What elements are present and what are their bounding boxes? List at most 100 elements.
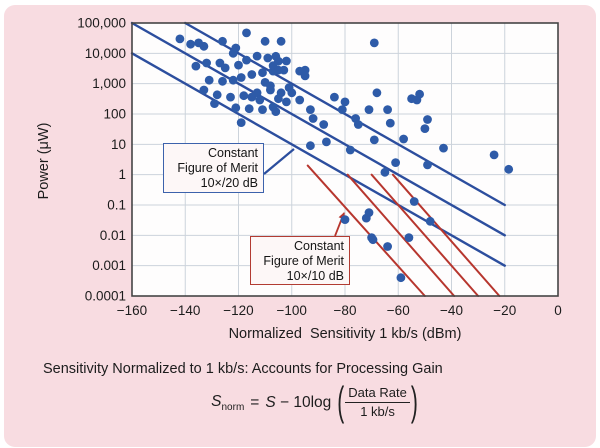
data-point <box>399 134 408 144</box>
data-point <box>425 216 435 226</box>
y-tick-label: 0.01 <box>100 228 126 243</box>
data-point <box>306 141 315 151</box>
close-paren: ) <box>410 380 418 425</box>
data-point <box>439 143 448 153</box>
open-paren: ( <box>337 380 345 425</box>
data-point <box>236 73 246 82</box>
data-point <box>194 38 204 48</box>
data-point <box>202 58 212 68</box>
data-point <box>218 76 227 86</box>
y-tick-label: 0.1 <box>107 198 126 213</box>
data-point <box>504 164 514 174</box>
data-point <box>274 94 283 104</box>
data-point <box>271 107 281 116</box>
data-point <box>274 65 283 75</box>
data-point <box>322 137 331 147</box>
data-point <box>300 71 310 81</box>
x-tick-label: −100 <box>277 303 307 318</box>
data-point <box>212 90 222 100</box>
data-point <box>330 92 339 102</box>
data-point <box>258 105 267 114</box>
x-tick-label: −60 <box>387 303 410 318</box>
x-tick-label: −80 <box>334 303 357 318</box>
data-point <box>391 158 400 168</box>
figure-caption: Sensitivity Normalized to 1 kb/s: Accoun… <box>43 361 443 377</box>
data-point <box>260 36 270 46</box>
normalization-formula: Snorm = S − 10log ( Data Rate 1 kb/s ) <box>30 382 600 423</box>
data-point <box>340 97 350 107</box>
data-point <box>228 75 238 85</box>
data-point <box>204 75 214 85</box>
data-point <box>255 95 265 105</box>
y-tick-label: 1,000 <box>92 76 126 91</box>
formula-fraction: Data Rate 1 kb/s <box>345 386 410 419</box>
formula-equals: = <box>250 393 260 411</box>
x-tick-label: −20 <box>493 303 516 318</box>
data-point <box>319 120 329 129</box>
data-point <box>210 99 219 108</box>
formula-lhs: S <box>211 392 222 410</box>
data-point <box>282 56 291 66</box>
data-point <box>220 63 230 73</box>
data-point <box>218 36 227 46</box>
x-tick-label: −40 <box>440 303 463 318</box>
x-tick-label: −140 <box>170 303 200 318</box>
y-tick-label: 1 <box>118 167 126 182</box>
data-point <box>385 118 395 128</box>
formula-rhs-variable: S <box>265 393 276 411</box>
y-tick-label: 10 <box>111 137 126 152</box>
formula-lhs-subscript: norm <box>221 401 245 413</box>
data-point <box>234 60 243 70</box>
data-point <box>263 53 273 63</box>
red-fom-lines <box>306 164 501 297</box>
data-point <box>345 145 355 155</box>
data-point <box>287 88 297 98</box>
data-point <box>383 242 392 251</box>
fraction-numerator: Data Rate <box>345 386 410 403</box>
red-fom-annotation-box: Constant Figure of Merit 10×/10 dB <box>250 236 350 285</box>
blue-fom-annotation-box: Constant Figure of Merit 10×/20 dB <box>163 143 264 193</box>
data-point <box>380 167 390 177</box>
annotation-line: Constant <box>207 146 258 160</box>
data-point <box>242 55 251 65</box>
data-point <box>258 68 267 78</box>
x-tick-label: −160 <box>117 303 147 318</box>
data-point <box>295 95 305 105</box>
data-point <box>369 135 379 145</box>
y-tick-label: 0.0001 <box>85 289 126 304</box>
annotation-line: Constant <box>293 239 344 253</box>
y-tick-label: 0.001 <box>92 258 126 273</box>
annotation-line: Figure of Merit <box>177 161 258 175</box>
data-point <box>236 118 246 127</box>
x-tick-label: 0 <box>554 303 562 318</box>
data-point <box>239 91 249 101</box>
data-point <box>423 115 432 124</box>
x-tick-labels: −160 −140 −120 −100 −80 −60 −40 −20 0 <box>117 303 562 318</box>
data-point <box>191 61 201 71</box>
data-point <box>271 51 281 61</box>
data-point <box>364 105 374 114</box>
data-point <box>199 85 209 95</box>
scatter-points <box>175 28 514 283</box>
y-tick-label: 10,000 <box>85 46 126 61</box>
y-tick-labels: 100,000 10,000 1,000 100 10 1 0.1 0.01 0.001 0.00… <box>77 16 126 304</box>
annotation-line: 10×/20 dB <box>200 176 258 190</box>
data-point <box>383 105 392 114</box>
y-axis-title: Power (μW) <box>36 122 52 200</box>
y-tick-label: 100,000 <box>77 16 126 31</box>
data-point <box>404 233 414 243</box>
data-point <box>244 104 254 114</box>
data-point <box>489 150 499 160</box>
data-point <box>242 28 251 38</box>
data-point <box>396 273 406 283</box>
data-point <box>231 43 241 53</box>
data-point <box>308 114 318 123</box>
plot-border <box>131 22 559 297</box>
blue-box-connector-line <box>263 148 295 175</box>
data-point <box>252 88 262 98</box>
data-point <box>337 105 347 114</box>
data-point <box>226 92 235 102</box>
annotation-line: 10×/10 dB <box>286 269 344 283</box>
